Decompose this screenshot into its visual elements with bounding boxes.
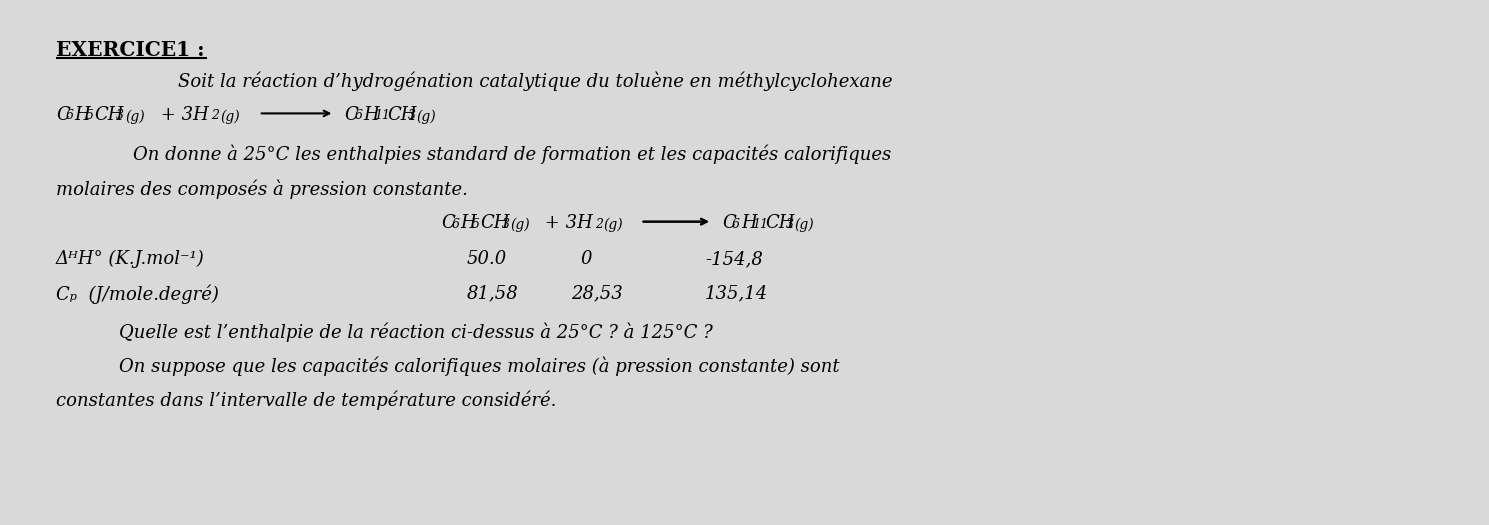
Text: On suppose que les capacités calorifiques molaires (à pression constante) sont: On suppose que les capacités calorifique… — [119, 356, 840, 376]
Text: 81,58: 81,58 — [466, 285, 518, 302]
Text: CH: CH — [95, 106, 124, 123]
Text: 2: 2 — [211, 110, 219, 122]
Text: H: H — [363, 106, 378, 123]
Text: 6: 6 — [733, 218, 740, 230]
Text: Soit la réaction d’hydrogénation catalytique du toluène en méthylcyclohexane: Soit la réaction d’hydrogénation catalyt… — [179, 71, 893, 91]
Text: On donne à 25°C les enthalpies standard de formation et les capacités calorifiqu: On donne à 25°C les enthalpies standard … — [134, 145, 892, 164]
Text: CH: CH — [481, 214, 511, 232]
Text: 28,53: 28,53 — [570, 285, 622, 302]
Text: C: C — [344, 106, 357, 123]
Text: 11: 11 — [752, 218, 768, 230]
Text: 5: 5 — [472, 218, 479, 230]
Text: 6: 6 — [66, 110, 74, 122]
Text: (g): (g) — [125, 110, 144, 124]
Text: 0: 0 — [581, 250, 593, 268]
Text: H: H — [74, 106, 91, 123]
Text: (g): (g) — [795, 218, 814, 232]
Text: C: C — [57, 106, 70, 123]
Text: 6: 6 — [451, 218, 460, 230]
Text: C: C — [722, 214, 736, 232]
Text: + 3H: + 3H — [155, 106, 208, 123]
Text: 3: 3 — [408, 110, 415, 122]
Text: C: C — [442, 214, 456, 232]
Text: 3: 3 — [786, 218, 794, 230]
Text: Quelle est l’enthalpie de la réaction ci-dessus à 25°C ? à 125°C ?: Quelle est l’enthalpie de la réaction ci… — [119, 322, 712, 342]
Text: 3: 3 — [502, 218, 509, 230]
Text: 50.0: 50.0 — [466, 250, 506, 268]
Text: 6: 6 — [354, 110, 362, 122]
Text: 5: 5 — [86, 110, 94, 122]
Text: CH: CH — [387, 106, 417, 123]
Text: 135,14: 135,14 — [706, 285, 768, 302]
Text: H: H — [460, 214, 476, 232]
Text: 2: 2 — [594, 218, 603, 230]
Text: (g): (g) — [417, 110, 436, 124]
Text: CH: CH — [765, 214, 795, 232]
Text: 11: 11 — [374, 110, 390, 122]
Text: (g): (g) — [511, 218, 530, 232]
Text: EXERCICE1 :: EXERCICE1 : — [57, 39, 204, 60]
Text: molaires des composés à pression constante.: molaires des composés à pression constan… — [57, 180, 468, 199]
Text: H: H — [742, 214, 756, 232]
Text: ΔᴴH° (K.J.mol⁻¹): ΔᴴH° (K.J.mol⁻¹) — [57, 250, 204, 268]
Text: (g): (g) — [605, 218, 624, 232]
Text: 3: 3 — [116, 110, 124, 122]
Text: -154,8: -154,8 — [706, 250, 762, 268]
Text: (g): (g) — [220, 110, 240, 124]
Text: + 3H: + 3H — [539, 214, 593, 232]
Text: constantes dans l’intervalle de température considéré.: constantes dans l’intervalle de températ… — [57, 391, 557, 411]
Text: Cₚ  (J/mole.degré): Cₚ (J/mole.degré) — [57, 285, 219, 304]
